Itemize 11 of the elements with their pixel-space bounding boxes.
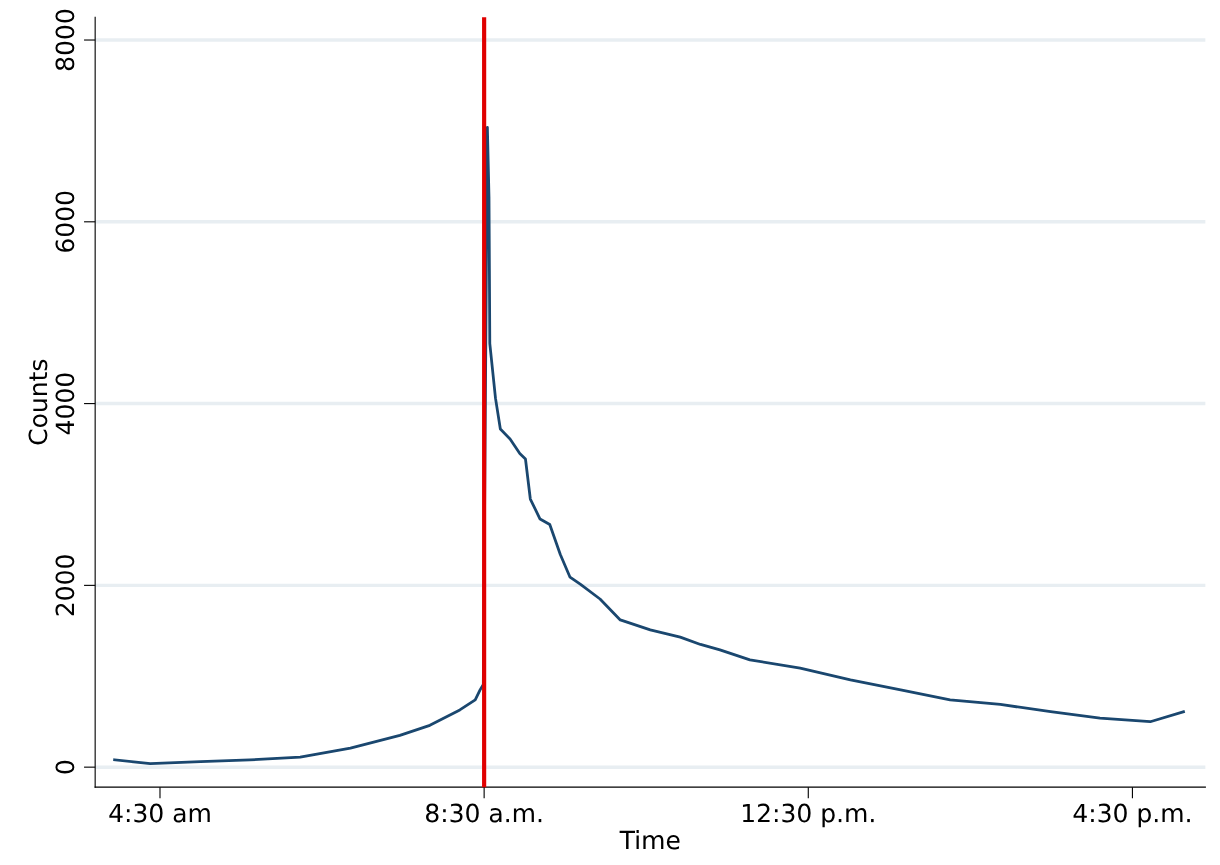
y-tick-label: 8000 (55, 9, 75, 71)
x-tick-label: 8:30 a.m. (426, 803, 542, 823)
y-tick-label: 4000 (55, 373, 75, 435)
y-axis-title: Counts (28, 359, 48, 445)
x-tick-label: 4:30 am (109, 803, 210, 823)
y-tick-label: 2000 (55, 555, 75, 616)
y-tick-label: 0 (55, 760, 75, 774)
y-tick-label: 6000 (55, 191, 75, 252)
x-tick-label: 4:30 p.m. (1073, 803, 1190, 828)
x-tick-label: 12:30 p.m. (742, 803, 874, 828)
x-axis-title: Time (619, 830, 680, 850)
